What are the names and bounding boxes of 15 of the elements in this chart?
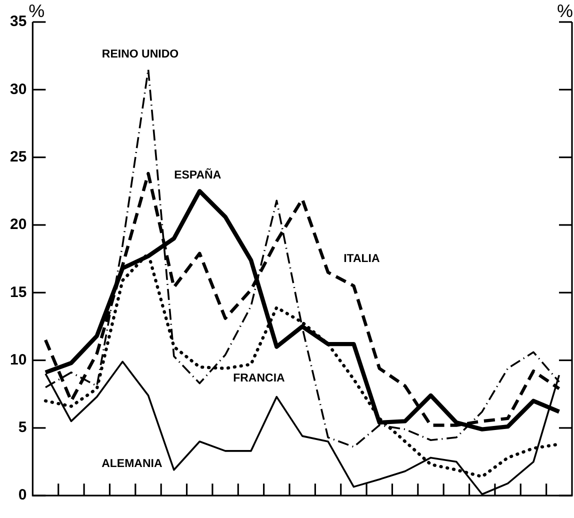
series-label: REINO UNIDO — [102, 48, 179, 61]
y-tick-label: 30 — [10, 80, 27, 98]
series-label: FRANCIA — [233, 372, 285, 385]
y-tick-label: 25 — [10, 148, 27, 166]
y-tick-label: 15 — [10, 284, 27, 301]
y-tick-label: 35 — [10, 13, 27, 30]
y-tick-label: 5 — [18, 419, 27, 436]
y-tick-label: 10 — [10, 351, 27, 368]
series-label: ITALIA — [344, 253, 380, 266]
series-label: ALEMANIA — [102, 458, 162, 470]
y-tick-label: 0 — [18, 486, 27, 504]
series-label: ESPAÑA — [174, 167, 222, 182]
y2-axis-title: % — [556, 0, 573, 21]
y-axis-title: % — [28, 0, 45, 21]
y-tick-label: 20 — [10, 216, 27, 234]
